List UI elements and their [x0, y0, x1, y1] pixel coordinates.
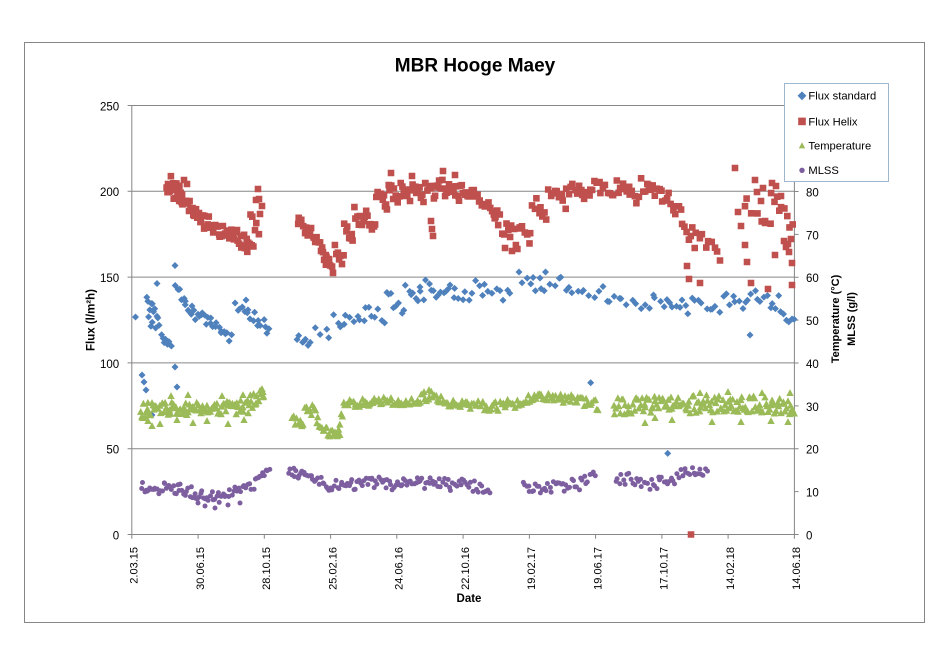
- svg-text:14.06.18: 14.06.18: [791, 547, 803, 590]
- svg-text:40: 40: [806, 359, 819, 371]
- svg-text:Flux Helix: Flux Helix: [808, 116, 858, 128]
- svg-text:2.03.15: 2.03.15: [129, 547, 141, 584]
- svg-text:MBR Hooge Maey: MBR Hooge Maey: [395, 56, 556, 77]
- svg-text:30: 30: [806, 402, 819, 414]
- svg-text:Flux standard: Flux standard: [808, 91, 876, 103]
- svg-text:0: 0: [806, 530, 812, 542]
- svg-text:50: 50: [806, 316, 819, 328]
- svg-text:Date: Date: [457, 593, 482, 605]
- svg-text:80: 80: [806, 187, 819, 199]
- svg-text:200: 200: [100, 187, 119, 199]
- svg-text:19.02.17: 19.02.17: [526, 547, 538, 590]
- svg-text:17.10.17: 17.10.17: [659, 547, 671, 590]
- svg-text:22.10.16: 22.10.16: [460, 547, 472, 590]
- svg-text:250: 250: [100, 101, 119, 113]
- svg-text:60: 60: [806, 273, 819, 285]
- svg-text:10: 10: [806, 488, 819, 500]
- svg-text:19.06.17: 19.06.17: [592, 547, 604, 590]
- svg-text:Temperature: Temperature: [808, 141, 871, 153]
- svg-text:50: 50: [106, 445, 119, 457]
- svg-text:24.06.16: 24.06.16: [394, 547, 406, 590]
- svg-text:0: 0: [113, 530, 119, 542]
- svg-text:100: 100: [100, 359, 119, 371]
- svg-text:MLSS: MLSS: [808, 165, 838, 177]
- svg-text:Temperature (°C): Temperature (°C): [830, 274, 842, 363]
- svg-text:25.02.16: 25.02.16: [327, 547, 339, 590]
- svg-text:28.10.15: 28.10.15: [261, 547, 273, 590]
- svg-text:20: 20: [806, 445, 819, 457]
- svg-text:30.06.15: 30.06.15: [195, 547, 207, 590]
- svg-text:150: 150: [100, 273, 119, 285]
- svg-text:14.02.18: 14.02.18: [725, 547, 737, 590]
- svg-text:Flux (l/m²h): Flux (l/m²h): [86, 289, 98, 351]
- svg-text:70: 70: [806, 230, 819, 242]
- svg-text:MLSS (g/l): MLSS (g/l): [846, 292, 858, 346]
